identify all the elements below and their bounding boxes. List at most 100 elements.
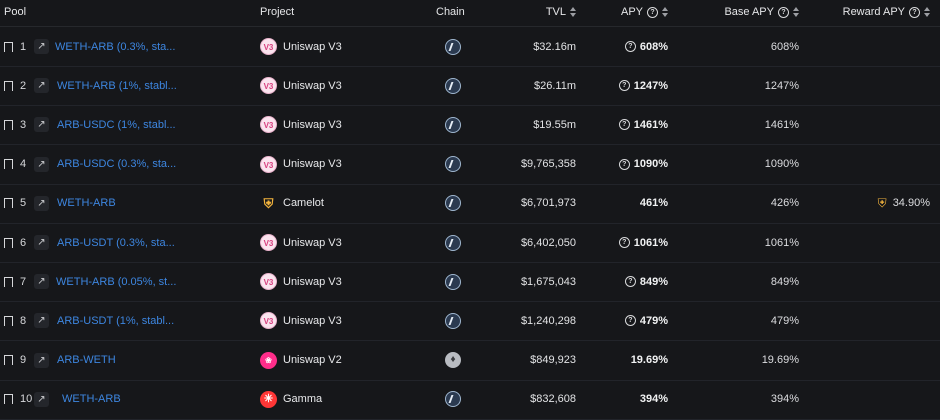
pool-link[interactable]: ARB-USDT (1%, stabl...: [57, 314, 175, 327]
col-header-apy[interactable]: APY ?: [621, 6, 668, 18]
bookmark-button[interactable]: [4, 145, 13, 184]
col-header-pool: Pool: [4, 6, 26, 18]
question-circle-icon[interactable]: ?: [778, 6, 789, 18]
uniswap-logo-icon: V3: [260, 312, 277, 330]
pool-link[interactable]: ARB-USDT (0.3%, sta...: [57, 236, 175, 249]
base-apy-value: 608%: [770, 40, 799, 53]
uniswap-logo-icon: V3: [260, 116, 277, 134]
external-link-icon: ↗: [34, 235, 49, 250]
table-row[interactable]: 4 ↗ ARB-USDC (0.3%, sta... V3 Uniswap V3 $9,7…: [0, 145, 940, 185]
project-link[interactable]: V3 Uniswap V3: [260, 301, 342, 340]
arbitrum-chain-icon: [445, 116, 461, 133]
apy-value: 1461%: [633, 118, 668, 131]
col-header-chain-label: Chain: [436, 6, 465, 18]
question-circle-icon[interactable]: ?: [618, 237, 630, 248]
rank-number: 6: [20, 236, 27, 249]
chain-cell: [445, 184, 461, 223]
table-row[interactable]: 7 ↗ WETH-ARB (0.05%, st... V3 Uniswap V3 $1,6…: [0, 262, 940, 303]
table-row[interactable]: 2 ↗ WETH-ARB (1%, stabl... V3 Uniswap V3 $26.…: [0, 66, 940, 107]
question-circle-icon[interactable]: ?: [909, 6, 920, 18]
base-apy-value: 394%: [770, 393, 799, 406]
question-circle-icon[interactable]: ?: [618, 158, 630, 170]
project-link[interactable]: V3 Uniswap V3: [260, 66, 342, 105]
bookmark-button[interactable]: [4, 380, 13, 419]
open-pool-button[interactable]: ↗: [34, 145, 49, 184]
ethereum-chain-icon: ♦: [445, 352, 461, 369]
pool-link[interactable]: WETH-ARB (0.05%, st...: [56, 275, 177, 288]
chain-cell: [445, 105, 461, 144]
bookmark-button[interactable]: [4, 223, 13, 262]
question-circle-icon[interactable]: ?: [618, 80, 630, 92]
project-link[interactable]: V3 Uniswap V3: [260, 27, 342, 66]
apy-cell: ? 1090%: [618, 145, 668, 184]
col-header-tvl[interactable]: TVL: [546, 6, 576, 18]
bookmark-button[interactable]: [4, 27, 13, 66]
open-pool-button[interactable]: ↗: [34, 105, 49, 144]
external-link-icon: ↗: [34, 117, 49, 133]
table-row[interactable]: 5 ↗ WETH-ARB ⛨ Camelot $6,701,973 461% 426% ⛨ 34.…: [0, 184, 940, 224]
question-circle-icon[interactable]: ?: [624, 315, 636, 327]
pool-link[interactable]: ARB-USDC (1%, stabl...: [57, 118, 176, 131]
pool-link[interactable]: ARB-WETH: [57, 354, 116, 367]
col-header-reward-apy[interactable]: Reward APY ?: [843, 6, 930, 18]
bookmark-button[interactable]: [4, 184, 13, 223]
rank-number: 8: [20, 314, 27, 327]
open-pool-button[interactable]: ↗: [34, 301, 49, 340]
external-link-icon: ↗: [34, 352, 49, 368]
rank-number: 10: [20, 393, 33, 406]
table-row[interactable]: 10 ↗ WETH-ARB ✳ Gamma $832,608 394% 394%: [0, 380, 940, 420]
bookmark-button[interactable]: [4, 105, 13, 144]
table-row[interactable]: 9 ↗ ARB-WETH ❀ Uniswap V2 ♦ $849,923 19.69% 19.6…: [0, 341, 940, 381]
sort-icon[interactable]: [924, 7, 930, 17]
table-row[interactable]: 8 ↗ ARB-USDT (1%, stabl... V3 Uniswap V3 $1,2…: [0, 301, 940, 342]
table-row[interactable]: 3 ↗ ARB-USDC (1%, stabl... V3 Uniswap V3 $19.…: [0, 105, 940, 146]
apy-cell: ? 608%: [624, 27, 668, 66]
question-circle-icon[interactable]: ?: [624, 276, 636, 288]
table-row[interactable]: 6 ↗ ARB-USDT (0.3%, sta... V3 Uniswap V3 $6,4…: [0, 223, 940, 263]
uniswap-logo-icon: V3: [260, 155, 277, 173]
sort-icon[interactable]: [793, 7, 799, 17]
sort-icon[interactable]: [570, 7, 576, 17]
open-pool-button[interactable]: ↗: [34, 184, 49, 223]
question-circle-icon[interactable]: ?: [647, 6, 658, 18]
pool-link[interactable]: WETH-ARB: [62, 393, 121, 406]
chain-cell: ♦: [445, 341, 461, 380]
tvl-value: $6,402,050: [520, 236, 576, 249]
apy-cell: ? 849%: [624, 262, 668, 301]
project-name: Uniswap V3: [283, 118, 342, 131]
question-circle-icon[interactable]: ?: [624, 41, 636, 52]
col-header-base-apy[interactable]: Base APY ?: [724, 6, 799, 18]
project-link[interactable]: ⛨ Camelot: [260, 184, 324, 223]
base-apy-value: 849%: [770, 275, 799, 288]
bookmark-icon: [4, 315, 13, 328]
bookmark-button[interactable]: [4, 301, 13, 340]
uniswap-logo-icon: ❀: [260, 351, 277, 369]
project-link[interactable]: V3 Uniswap V3: [260, 105, 342, 144]
bookmark-button[interactable]: [4, 262, 13, 301]
table-row[interactable]: 1 ↗ WETH-ARB (0.3%, sta... V3 Uniswap V3 $32.…: [0, 27, 940, 67]
open-pool-button[interactable]: ↗: [34, 27, 49, 66]
project-link[interactable]: V3 Uniswap V3: [260, 262, 342, 301]
open-pool-button[interactable]: ↗: [34, 380, 49, 419]
rank-number: 2: [20, 79, 27, 92]
open-pool-button[interactable]: ↗: [34, 262, 49, 301]
open-pool-button[interactable]: ↗: [34, 223, 49, 262]
project-link[interactable]: ✳ Gamma: [260, 380, 322, 419]
question-circle-icon[interactable]: ?: [618, 119, 630, 131]
pool-link[interactable]: WETH-ARB: [57, 197, 116, 210]
project-link[interactable]: V3 Uniswap V3: [260, 145, 342, 184]
project-link[interactable]: ❀ Uniswap V2: [260, 341, 342, 380]
pool-link[interactable]: WETH-ARB (1%, stabl...: [57, 79, 177, 92]
open-pool-button[interactable]: ↗: [34, 341, 49, 380]
col-header-pool-label: Pool: [4, 6, 27, 18]
base-apy-value: 1090%: [764, 158, 799, 171]
external-link-icon: ↗: [34, 391, 49, 407]
sort-icon[interactable]: [662, 7, 668, 17]
project-name: Uniswap V3: [283, 236, 342, 249]
bookmark-button[interactable]: [4, 66, 13, 105]
pool-link[interactable]: ARB-USDC (0.3%, sta...: [57, 158, 177, 171]
bookmark-button[interactable]: [4, 341, 13, 380]
open-pool-button[interactable]: ↗: [34, 66, 49, 105]
pool-link[interactable]: WETH-ARB (0.3%, sta...: [55, 40, 176, 53]
project-link[interactable]: V3 Uniswap V3: [260, 223, 342, 262]
